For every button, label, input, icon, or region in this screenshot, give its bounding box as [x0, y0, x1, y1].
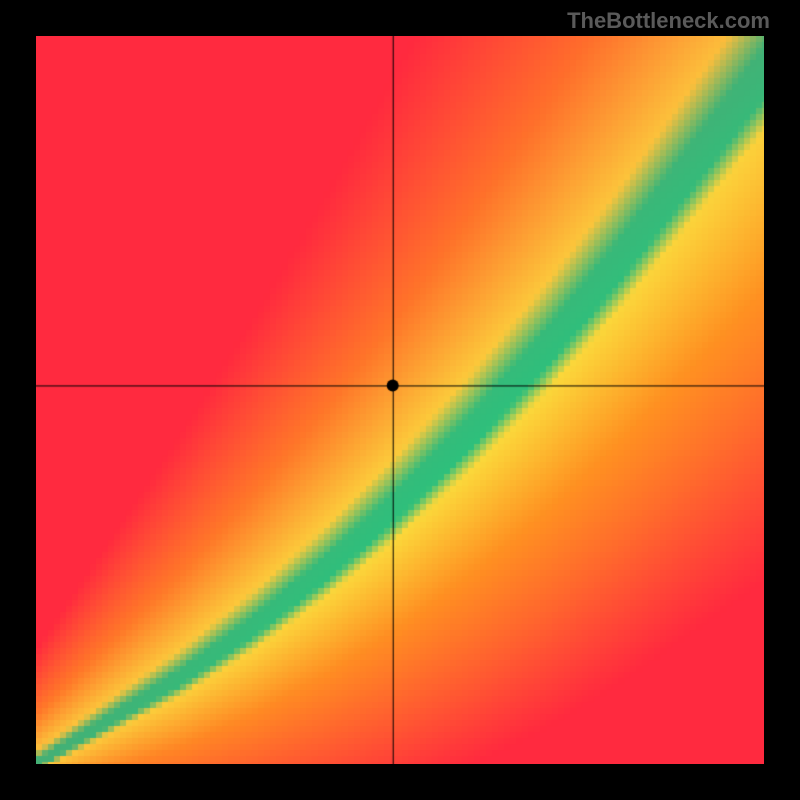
bottleneck-heatmap: [36, 36, 764, 764]
heatmap-canvas: [36, 36, 764, 764]
watermark-text: TheBottleneck.com: [567, 8, 770, 34]
